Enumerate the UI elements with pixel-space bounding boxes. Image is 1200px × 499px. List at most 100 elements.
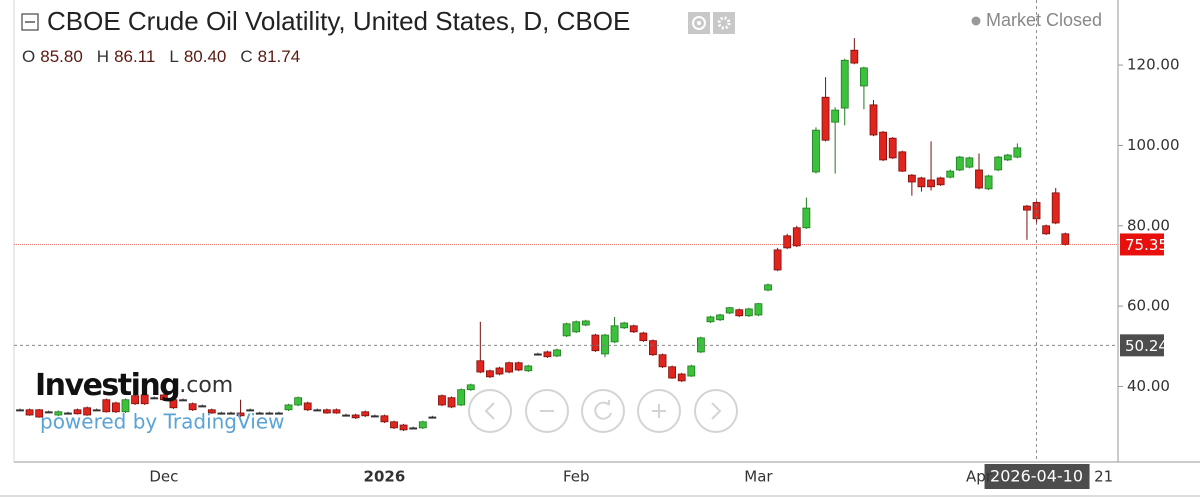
- candle-body: [25, 409, 34, 416]
- candle-body: [888, 137, 897, 159]
- candle-body: [879, 131, 887, 161]
- candle-body: [840, 59, 849, 109]
- crosshair-date-label: 2026-04-10: [990, 467, 1083, 486]
- candle-body: [716, 314, 724, 321]
- candle-body: [610, 325, 619, 343]
- candle-body: [361, 411, 370, 417]
- ohlc-label: O: [22, 47, 35, 66]
- candle-body: [303, 402, 312, 411]
- candle-body: [802, 207, 811, 229]
- candle-body: [16, 409, 24, 412]
- candle-body: [150, 397, 159, 400]
- candle-body: [735, 309, 744, 317]
- candle-body: [265, 412, 274, 415]
- last-price-box: [1120, 233, 1164, 256]
- candle-body: [351, 414, 360, 419]
- candle-body: [332, 409, 341, 414]
- y-tick-label: 100.00: [1127, 136, 1180, 154]
- candle-body: [514, 362, 523, 371]
- candle-body: [169, 399, 178, 409]
- candle-body: [140, 394, 149, 405]
- candle-body: [428, 416, 437, 419]
- candle-body: [677, 373, 686, 382]
- candle-body: [54, 411, 63, 416]
- candle-body: [466, 384, 475, 391]
- candle-body: [409, 427, 418, 430]
- candle-body: [438, 395, 446, 406]
- candle-body: [668, 366, 677, 379]
- candle-body: [447, 397, 456, 408]
- x-tick-label: Apr: [966, 468, 993, 486]
- candle-body: [44, 411, 53, 414]
- candle-body: [188, 403, 197, 411]
- candle-body: [696, 337, 705, 353]
- candle-body: [227, 412, 235, 415]
- overlay: 75.35 50.24 2026-04-10: [14, 0, 1168, 489]
- chart-settings-icons[interactable]: [688, 12, 735, 34]
- candle-body: [1042, 225, 1051, 235]
- market-status: Market Closed: [986, 10, 1102, 30]
- status-dot: [971, 16, 981, 26]
- candle-body: [121, 399, 130, 413]
- ohlc-value: 81.74: [258, 47, 301, 66]
- ohlc-label: L: [169, 47, 178, 66]
- watermark-brand-name: Investing: [35, 368, 179, 403]
- candle-body: [869, 104, 878, 136]
- candle-body: [620, 322, 629, 329]
- candle-body: [898, 151, 907, 172]
- candle-body: [524, 365, 533, 372]
- candle-body: [927, 179, 935, 188]
- candle-body: [601, 334, 609, 355]
- scroll-right-button[interactable]: [694, 389, 738, 433]
- candle-body: [102, 399, 111, 413]
- zoom-out-button[interactable]: [525, 389, 569, 433]
- candle-body: [687, 365, 696, 377]
- candle-body: [112, 402, 120, 413]
- candle-body: [322, 409, 331, 414]
- candle-body: [486, 370, 494, 378]
- candle-body: [399, 424, 408, 431]
- candle-body: [418, 421, 427, 429]
- candle-body: [572, 321, 581, 333]
- candle-body: [744, 308, 753, 317]
- candle-body: [754, 303, 763, 316]
- crosshair-date-box: [984, 464, 1090, 489]
- candle-body: [850, 49, 859, 64]
- candle-body: [476, 360, 485, 373]
- candle-body: [591, 334, 600, 352]
- candle-body: [390, 421, 398, 429]
- candle-body: [936, 177, 945, 186]
- candle-body: [1061, 233, 1070, 245]
- x-tick-label: Dec: [149, 468, 178, 486]
- candle-body: [562, 323, 571, 337]
- candle-body: [821, 96, 830, 141]
- candle-body: [955, 156, 964, 171]
- candle-body: [860, 67, 868, 87]
- candle-body: [725, 307, 734, 314]
- candle-body: [505, 362, 513, 373]
- candle-body: [1023, 205, 1031, 211]
- scroll-left-button[interactable]: [468, 389, 512, 433]
- candle-body: [198, 405, 207, 408]
- ohlc-label: H: [97, 47, 109, 66]
- candle-body: [495, 367, 504, 375]
- candle-body: [965, 157, 974, 168]
- candle-body: [792, 227, 801, 247]
- candle-body: [275, 412, 283, 415]
- reset-button[interactable]: [581, 389, 625, 433]
- ohlc-value: 86.11: [114, 47, 155, 66]
- candle-body: [553, 349, 561, 357]
- candle-body: [812, 129, 820, 173]
- last-price-label: 75.35: [1125, 236, 1168, 254]
- ohlc-value: 85.80: [40, 47, 83, 66]
- zoom-in-button[interactable]: [637, 389, 681, 433]
- collapse-button[interactable]: [21, 13, 39, 31]
- candle-body: [1013, 147, 1022, 158]
- candle-body: [380, 415, 389, 423]
- y-tick-label: 120.00: [1127, 56, 1180, 74]
- candle-body: [179, 399, 187, 402]
- candle-body: [764, 284, 772, 291]
